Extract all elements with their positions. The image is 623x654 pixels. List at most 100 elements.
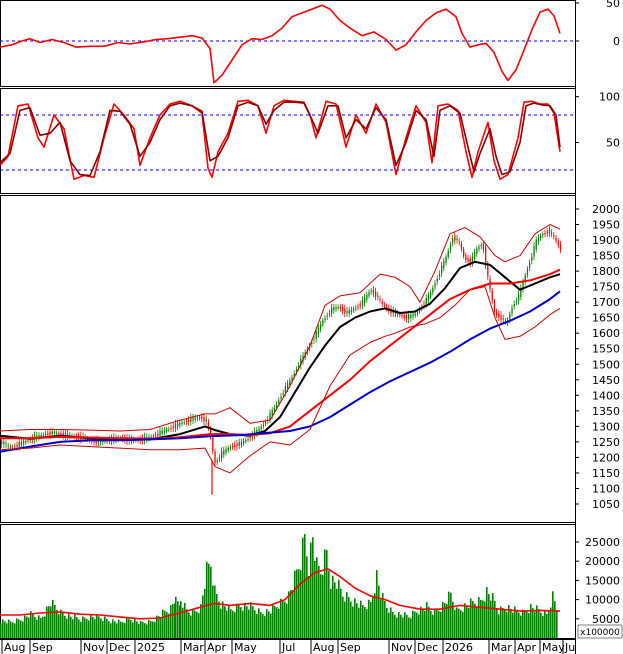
- volume-bar: [294, 570, 296, 638]
- volume-bar: [468, 607, 470, 638]
- volume-bar: [256, 613, 258, 638]
- volume-bar: [444, 603, 446, 638]
- candle-body: [293, 373, 295, 377]
- volume-bar: [114, 621, 116, 638]
- candle-body: [377, 295, 379, 297]
- series-line-momentum-line: [0, 4, 561, 84]
- volume-bar: [528, 613, 530, 638]
- volume-bar: [322, 574, 324, 638]
- volume-bar: [66, 618, 68, 638]
- candle-body: [350, 309, 353, 313]
- y-tick-label-price-19: 1050: [592, 498, 620, 511]
- candle-body: [276, 403, 278, 408]
- y-tick-label-price-11: 1450: [592, 374, 620, 387]
- volume-bar: [506, 611, 508, 638]
- volume-bar: [376, 570, 378, 638]
- volume-bar: [382, 593, 384, 638]
- candle-body: [25, 440, 27, 443]
- volume-bar: [78, 619, 80, 638]
- volume-bar: [230, 609, 232, 638]
- volume-bar: [350, 601, 352, 638]
- volume-bar: [194, 610, 196, 638]
- volume-bar: [332, 575, 334, 638]
- candle-body: [511, 307, 513, 314]
- candle-body: [67, 433, 69, 437]
- volume-bar: [26, 616, 28, 638]
- volume-bar: [398, 612, 400, 638]
- candle-body: [339, 306, 342, 309]
- volume-bar: [556, 609, 558, 638]
- volume-bar: [28, 617, 30, 638]
- candle-body: [62, 433, 64, 437]
- candle-body: [207, 422, 210, 428]
- candle-body: [553, 235, 555, 237]
- candle-body: [456, 238, 458, 240]
- candle-body: [218, 457, 221, 459]
- candle-body: [216, 460, 218, 463]
- candle-body: [185, 421, 188, 423]
- volume-bar: [316, 557, 318, 638]
- volume-bar: [450, 592, 452, 638]
- volume-bar: [130, 619, 132, 638]
- candle-body: [262, 424, 265, 426]
- volume-bar: [462, 611, 464, 638]
- volume-bar: [342, 596, 344, 638]
- volume-bar: [320, 574, 322, 638]
- candle-body: [47, 433, 49, 435]
- y-tick-label-momentum-1: 0: [613, 35, 620, 48]
- candle-body: [491, 290, 493, 301]
- volume-bar: [438, 610, 440, 638]
- y-tick-label-momentum-0: 50: [606, 0, 620, 10]
- volume-bar: [170, 605, 172, 638]
- candle-body: [449, 244, 452, 251]
- candle-body: [454, 235, 456, 241]
- volume-bar: [384, 600, 386, 638]
- volume-bar: [134, 618, 136, 638]
- volume-bar: [522, 609, 524, 638]
- volume-bar: [416, 612, 418, 638]
- volume-bar: [546, 614, 548, 638]
- volume-bar: [2, 619, 4, 638]
- candle-body: [509, 313, 511, 321]
- candle-body: [487, 264, 489, 277]
- volume-bar: [174, 603, 176, 638]
- candle-body: [403, 315, 405, 318]
- volume-bar: [106, 618, 108, 638]
- candle-body: [194, 417, 196, 420]
- volume-bar: [22, 621, 24, 638]
- volume-bar: [166, 612, 168, 638]
- volume-bar: [516, 609, 518, 638]
- volume-bar: [142, 622, 144, 638]
- candle-body: [232, 446, 234, 448]
- volume-bar: [222, 601, 224, 638]
- candle-body: [258, 428, 260, 432]
- x-tick-label-12: Dec: [417, 641, 438, 654]
- volume-bar: [96, 614, 98, 638]
- volume-unit-label: x100000: [580, 628, 620, 638]
- volume-bar: [212, 585, 214, 638]
- volume-bar: [14, 623, 16, 638]
- volume-bar: [386, 607, 388, 638]
- series-line-stochastic-signal: [0, 101, 561, 177]
- panel-frame-momentum: [0, 0, 576, 87]
- volume-bar: [480, 600, 482, 638]
- volume-bar: [198, 613, 200, 638]
- candle-body: [311, 342, 313, 345]
- volume-bar: [6, 623, 8, 638]
- volume-bar: [250, 602, 252, 638]
- volume-bar: [504, 609, 506, 638]
- volume-bar: [175, 596, 177, 638]
- candle-body: [526, 269, 529, 276]
- volume-bar: [238, 605, 240, 638]
- volume-bar: [296, 569, 298, 638]
- volume-bar: [482, 600, 484, 638]
- series-line-price-ma_long: [0, 290, 561, 453]
- candle-body: [313, 339, 315, 341]
- volume-bar: [54, 605, 56, 638]
- volume-bar: [192, 609, 194, 638]
- volume-bar: [252, 606, 254, 638]
- volume-bar: [310, 542, 312, 638]
- volume-bar: [154, 621, 156, 638]
- x-tick-label-6: Apr: [207, 641, 227, 654]
